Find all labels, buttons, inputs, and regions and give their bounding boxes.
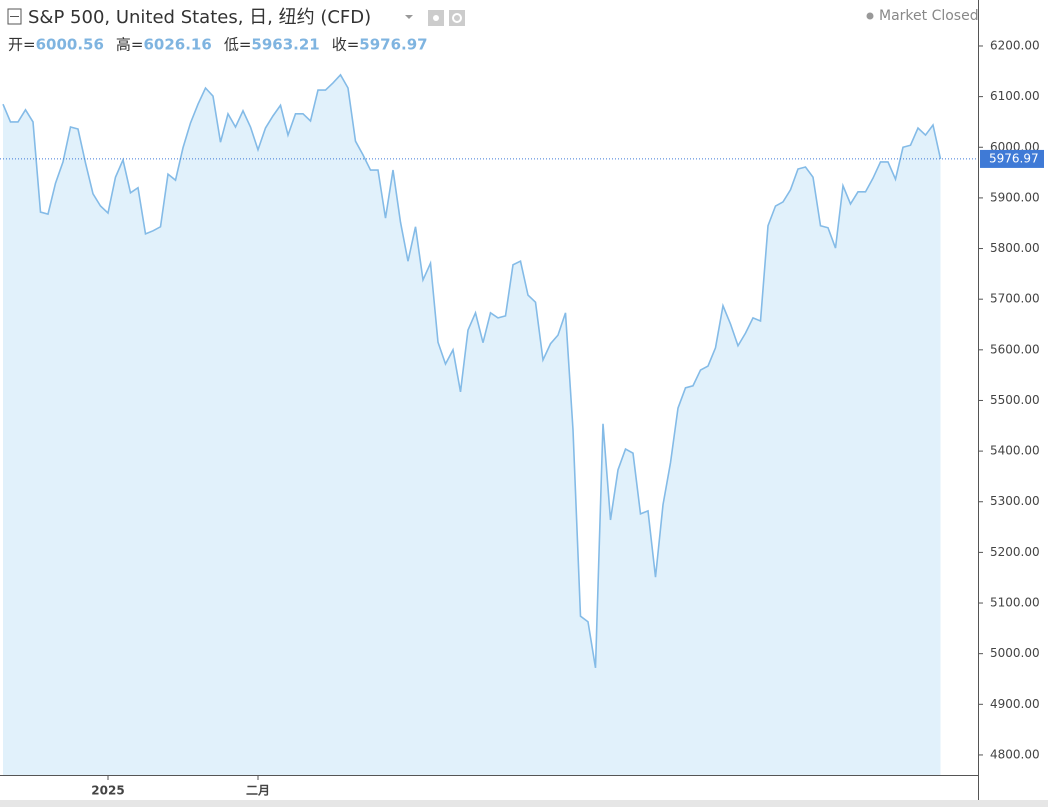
y-tick-label: 5200.00 (990, 545, 1040, 559)
ohlc-value: 6000.56 (36, 36, 104, 54)
price-line (2, 73, 942, 668)
status-dot (866, 12, 874, 20)
plot (2, 73, 942, 776)
last-price-box (980, 149, 1044, 168)
dropdown-arrow[interactable] (405, 15, 413, 19)
collapse-button[interactable] (7, 8, 22, 25)
settings-button[interactable] (449, 10, 465, 26)
y-tick-label: 6200.00 (990, 38, 1040, 52)
last-price-label: 5976.97 (989, 151, 1039, 165)
ohlc-label: 收= (332, 36, 360, 54)
ohlc-label: 高= (116, 36, 144, 54)
y-tick-label: 6300.00 (990, 0, 1040, 2)
bottom-bar (0, 800, 1048, 807)
y-tick-label: 5800.00 (990, 241, 1040, 255)
x-tick-label: 2025 (91, 784, 124, 798)
y-tick-label: 5300.00 (990, 494, 1040, 508)
ohlc-label: 开= (8, 36, 36, 54)
visibility-icon (433, 15, 439, 21)
y-tick-label: 5500.00 (990, 393, 1040, 407)
ohlc-value: 6026.16 (143, 36, 211, 54)
market-status: Market Closed (879, 8, 979, 24)
chart-title: S&P 500, United States, 日, 纽约 (CFD) (28, 7, 371, 28)
y-tick-label: 4800.00 (990, 747, 1040, 761)
ohlc-value: 5963.21 (251, 36, 319, 54)
ohlc-value: 5976.97 (359, 36, 427, 54)
settings-icon (452, 13, 462, 23)
y-tick-label: 4900.00 (990, 697, 1040, 711)
y-tick-label: 5900.00 (990, 190, 1040, 204)
y-tick-label: 6100.00 (990, 89, 1040, 103)
ohlc-legend: 开= 6000.56 高= 6026.16 低= 5963.21 收= 5976.97 (8, 36, 428, 54)
ohlc-label: 低= (224, 36, 252, 54)
y-tick-label: 5700.00 (990, 292, 1040, 306)
x-tick-label: 二月 (246, 784, 270, 798)
y-tick-label: 5000.00 (990, 646, 1040, 660)
y-tick-label: 5600.00 (990, 342, 1040, 356)
y-tick-label: 5100.00 (990, 596, 1040, 610)
area-fill (3, 74, 941, 776)
y-tick-label: 5400.00 (990, 444, 1040, 458)
